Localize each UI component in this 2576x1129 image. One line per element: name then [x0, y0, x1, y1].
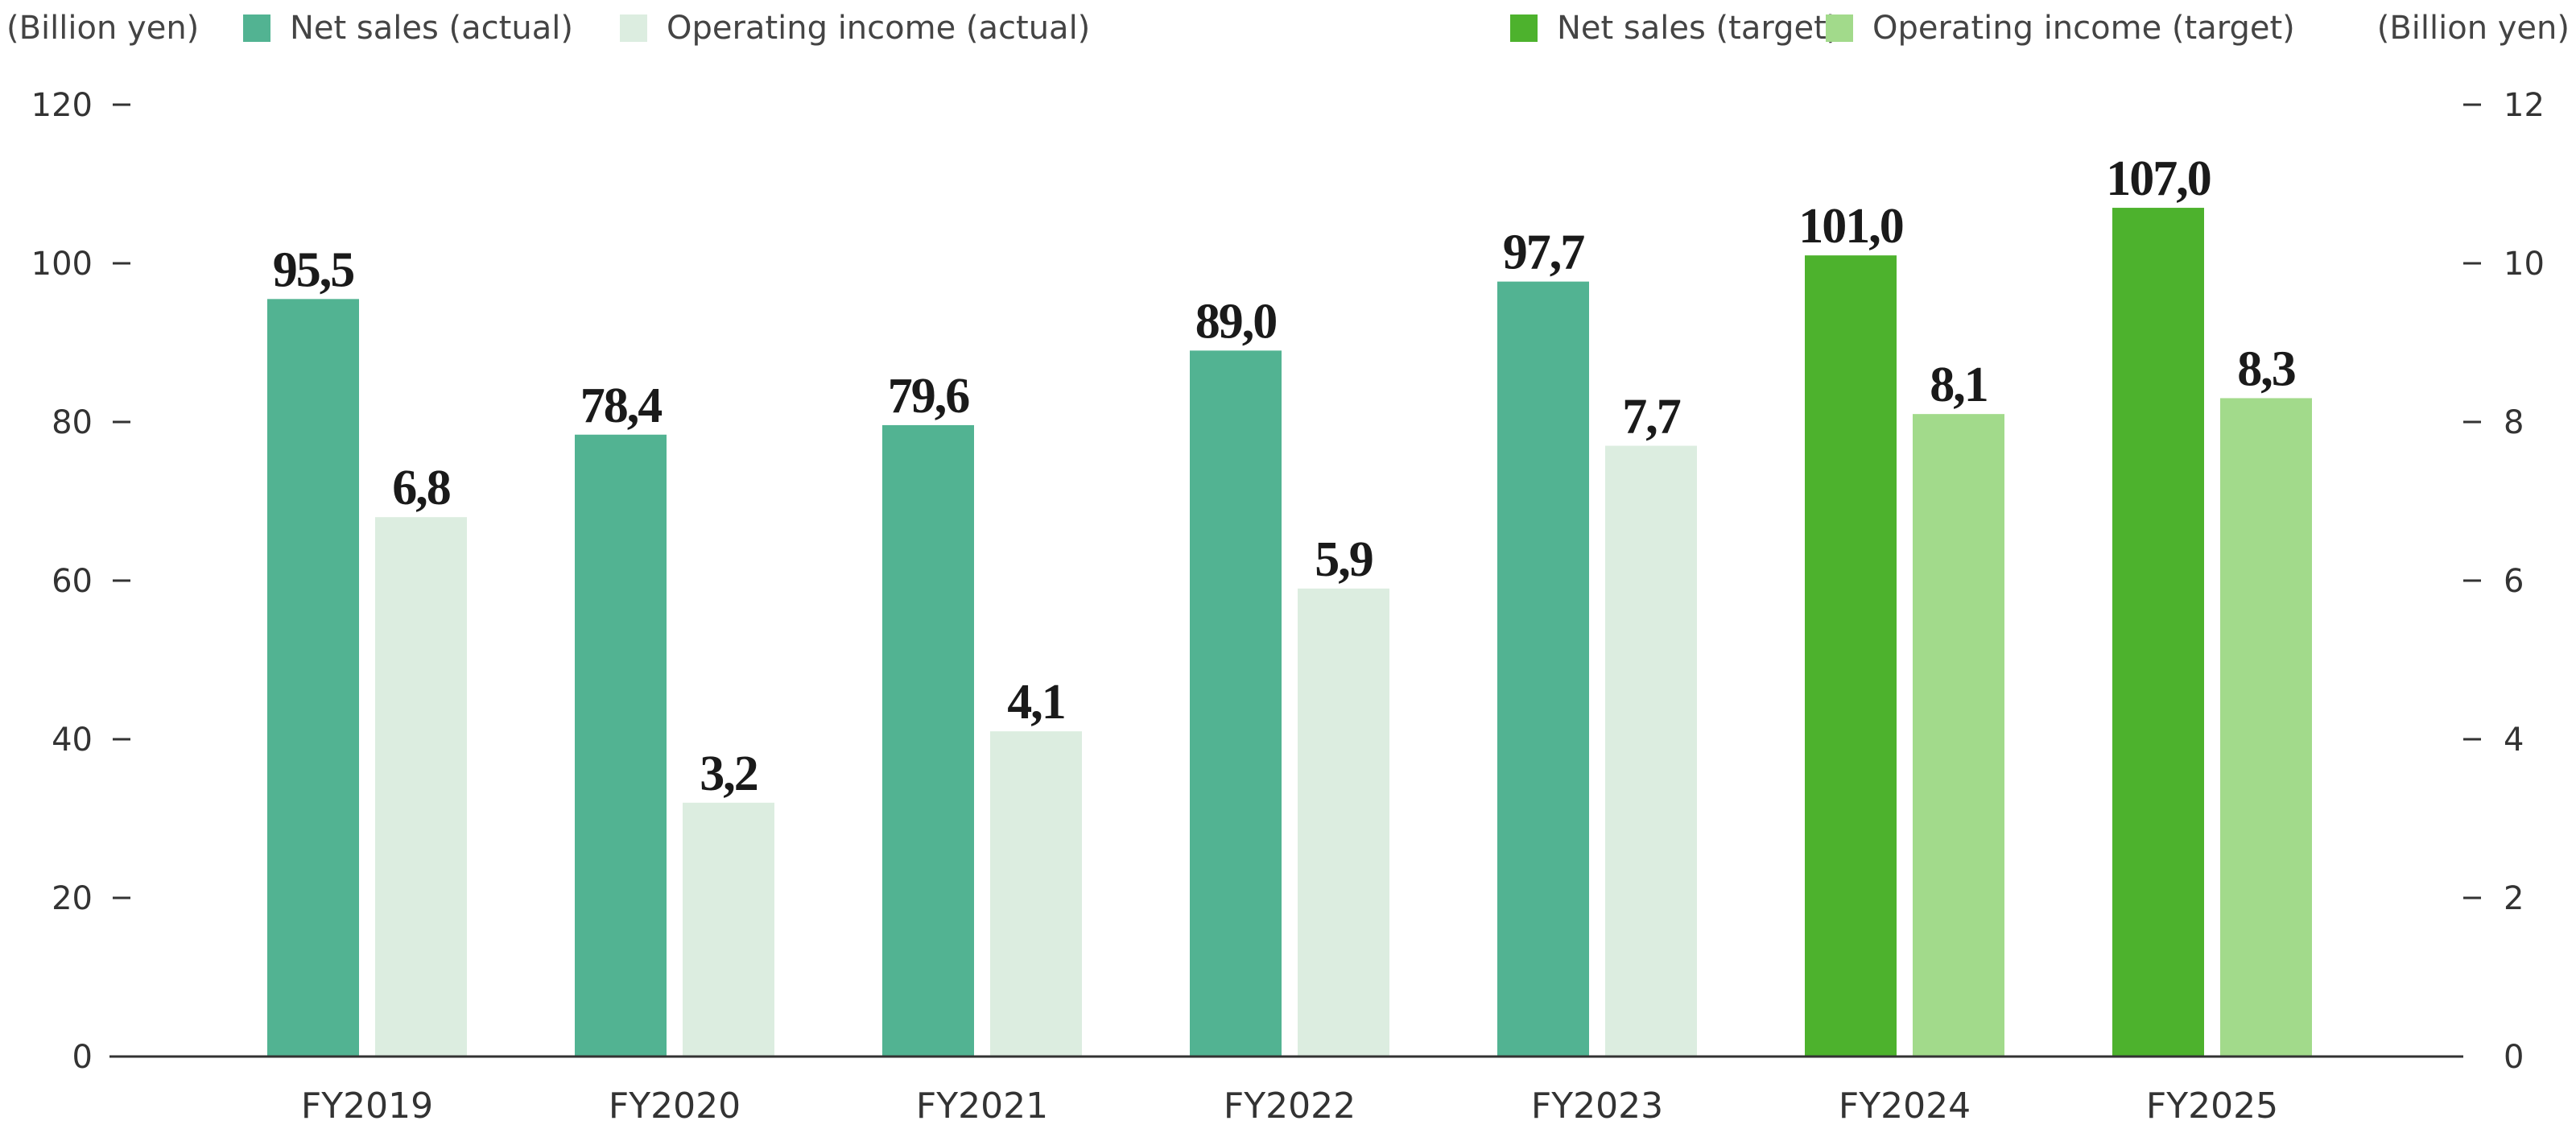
bar	[375, 517, 467, 1057]
bar	[1805, 255, 1897, 1057]
left-tick-label: 20	[52, 880, 93, 917]
right-tick-label: 10	[2504, 246, 2545, 283]
data-label: 5,9	[1315, 532, 1373, 587]
legend-swatch	[1510, 14, 1538, 42]
data-label: 3,2	[700, 746, 758, 801]
data-label: 6,8	[392, 461, 450, 515]
bar	[267, 299, 359, 1057]
bar	[1605, 445, 1697, 1057]
x-tick-label: FY2021	[916, 1086, 1048, 1127]
bar	[1913, 414, 2004, 1057]
data-label: 107,0	[2106, 151, 2211, 206]
left-axis: 0 20 40 60 80 100 120	[31, 87, 130, 1076]
left-axis-unit: (Billion yen)	[6, 10, 199, 47]
right-tick-label: 8	[2504, 404, 2524, 441]
data-label: 97,7	[1503, 225, 1585, 280]
x-tick-label: FY2024	[1839, 1086, 1971, 1127]
data-label: 8,1	[1930, 358, 1988, 412]
data-label: 79,6	[888, 369, 970, 424]
legend-swatch	[620, 14, 647, 42]
x-axis: FY2019 FY2020 FY2021 FY2022 FY2023 FY2024 FY20…	[109, 1055, 2463, 1127]
right-tick-label: 6	[2504, 563, 2524, 600]
x-tick-label: FY2023	[1531, 1086, 1663, 1127]
left-tick-label: 40	[52, 722, 93, 759]
x-tick-label: FY2025	[2146, 1086, 2278, 1127]
data-label: 8,3	[2237, 341, 2295, 396]
right-axis-unit: (Billion yen)	[2377, 10, 2570, 47]
right-tick-label: 2	[2504, 880, 2524, 917]
data-label: 95,5	[273, 242, 354, 297]
data-label: 7,7	[1622, 390, 1681, 445]
left-tick-label: 60	[52, 563, 93, 600]
bar	[683, 802, 774, 1057]
legend-label: Net sales (actual)	[290, 10, 573, 47]
value-labels: 95,5 6,8 78,4 3,2 79,6 4,1 89,0 5,9 97,7 7,7 101,0…	[273, 151, 2297, 801]
bar	[1190, 350, 1282, 1057]
right-tick-label: 0	[2504, 1039, 2524, 1076]
x-tick-label: FY2020	[609, 1086, 741, 1127]
bars	[267, 208, 2312, 1057]
data-label: 78,4	[580, 378, 663, 433]
left-tick-label: 80	[52, 404, 93, 441]
axis-units: (Billion yen) (Billion yen)	[6, 10, 2570, 47]
legend: Net sales (actual) Operating income (actu…	[243, 10, 2295, 47]
legend-swatch	[243, 14, 270, 42]
legend-label: Operating income (actual)	[667, 10, 1090, 47]
right-tick-label: 12	[2504, 87, 2545, 124]
left-tick-label: 100	[31, 246, 93, 283]
legend-label: Operating income (target)	[1872, 10, 2295, 47]
data-label: 4,1	[1007, 675, 1065, 730]
legend-swatch	[1826, 14, 1853, 42]
bar	[575, 434, 667, 1057]
right-tick-label: 4	[2504, 722, 2524, 759]
right-axis: 0 2 4 6 8 10 12	[2463, 87, 2545, 1076]
bar	[2220, 398, 2312, 1057]
legend-label: Net sales (target)	[1557, 10, 1839, 47]
bar	[990, 731, 1082, 1057]
bar	[2112, 208, 2204, 1057]
bar	[1298, 588, 1389, 1057]
data-label: 101,0	[1798, 199, 1903, 254]
left-tick-label: 120	[31, 87, 93, 124]
bar	[1497, 281, 1589, 1057]
left-tick-label: 0	[72, 1039, 93, 1076]
data-label: 89,0	[1195, 294, 1277, 349]
x-tick-label: FY2022	[1224, 1086, 1356, 1127]
x-tick-label: FY2019	[301, 1086, 433, 1127]
bar	[882, 424, 974, 1057]
